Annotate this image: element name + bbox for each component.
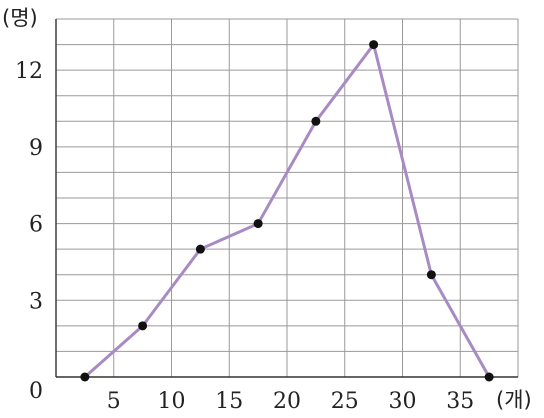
x-tick-label: 30 bbox=[389, 389, 417, 414]
data-point bbox=[138, 321, 148, 331]
series-points-group bbox=[80, 40, 494, 382]
y-tick-label: 12 bbox=[15, 59, 43, 84]
data-point bbox=[195, 244, 205, 254]
data-point bbox=[253, 219, 263, 229]
data-point bbox=[426, 270, 436, 280]
y-tick-label: 9 bbox=[29, 136, 43, 161]
data-point bbox=[80, 372, 90, 382]
y-tick-label: 0 bbox=[29, 379, 43, 404]
x-tick-label: 25 bbox=[331, 389, 359, 414]
tick-labels-group: 5 10 15 20 25 30 35 0 3 6 9 12 bbox=[15, 59, 474, 414]
data-point bbox=[369, 40, 379, 50]
series-line bbox=[83, 43, 491, 379]
series-line-group bbox=[83, 43, 491, 379]
x-tick-label: 35 bbox=[446, 389, 474, 414]
chart-grid bbox=[55, 18, 519, 378]
data-point bbox=[311, 116, 321, 126]
y-tick-label: 6 bbox=[29, 213, 43, 238]
y-tick-label: 3 bbox=[29, 289, 43, 314]
x-tick-label: 15 bbox=[215, 389, 243, 414]
y-axis-label: (명) bbox=[2, 6, 38, 30]
x-tick-label: 5 bbox=[107, 389, 121, 414]
x-axis-label: (개) bbox=[496, 388, 532, 412]
x-tick-label: 10 bbox=[158, 389, 186, 414]
x-tick-label: 20 bbox=[273, 389, 301, 414]
data-point bbox=[484, 372, 494, 382]
